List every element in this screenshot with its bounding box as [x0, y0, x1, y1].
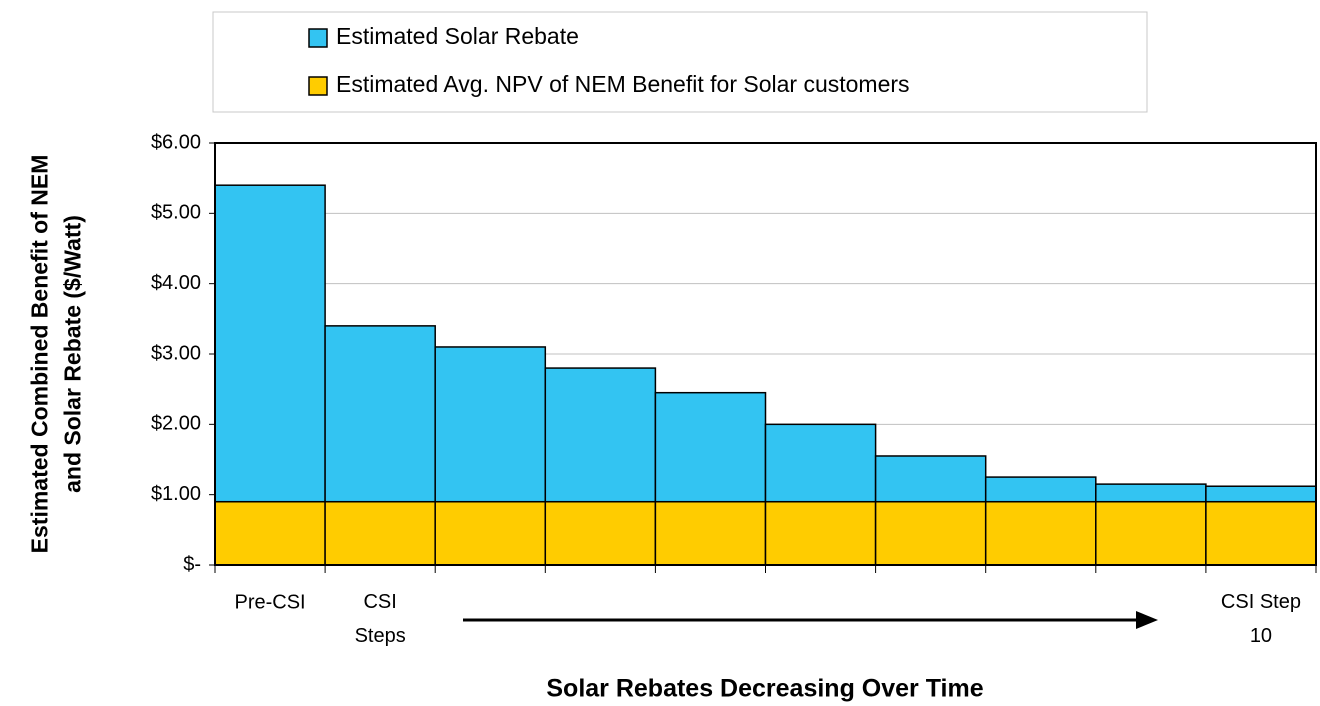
bar-segment: [874, 455, 987, 503]
legend-swatch: [308, 28, 328, 48]
x-tick-label: CSI Steps: [355, 591, 406, 647]
bar-segment: [434, 500, 547, 566]
bar-segment: [1095, 500, 1207, 566]
bar-segment: [1205, 485, 1317, 503]
y-tick-label: $1.00: [151, 483, 201, 505]
bar-segment: [654, 391, 767, 503]
x-tick-label: Pre-CSI: [234, 591, 305, 613]
bar-segment: [1095, 483, 1207, 503]
bar-segment: [984, 500, 1097, 566]
arrow-head: [1136, 611, 1158, 629]
legend-box: [212, 11, 1148, 113]
legend-swatch: [308, 76, 328, 96]
bar-segment: [324, 325, 436, 503]
y-tick-label: $5.00: [151, 202, 201, 224]
bar-segment: [764, 423, 877, 503]
y-tick-label: $4.00: [151, 272, 201, 294]
x-axis-label: Solar Rebates Decreasing Over Time: [546, 675, 983, 703]
bar-segment: [544, 367, 657, 503]
x-tick-label: CSI Step 10: [1221, 591, 1301, 647]
bar-segment: [874, 500, 987, 566]
legend-label: Estimated Solar Rebate: [336, 23, 579, 49]
y-tick-label: $6.00: [151, 131, 201, 153]
bar-segment: [1205, 500, 1317, 566]
bar-segment: [214, 184, 326, 503]
bar-segment: [434, 346, 547, 503]
y-tick-label: $3.00: [151, 342, 201, 364]
bar-segment: [214, 500, 326, 566]
plot-frame: [214, 142, 1317, 566]
y-tick-label: $-: [183, 553, 201, 575]
bar-segment: [764, 500, 877, 566]
bar-segment: [984, 476, 1097, 503]
bar-segment: [654, 500, 767, 566]
bar-segment: [544, 500, 657, 566]
legend-label: Estimated Avg. NPV of NEM Benefit for So…: [336, 71, 910, 97]
y-tick-label: $2.00: [151, 413, 201, 435]
y-axis-label: Estimated Combined Benefit of NEM and Sol…: [27, 155, 86, 554]
bar-segment: [324, 500, 436, 566]
